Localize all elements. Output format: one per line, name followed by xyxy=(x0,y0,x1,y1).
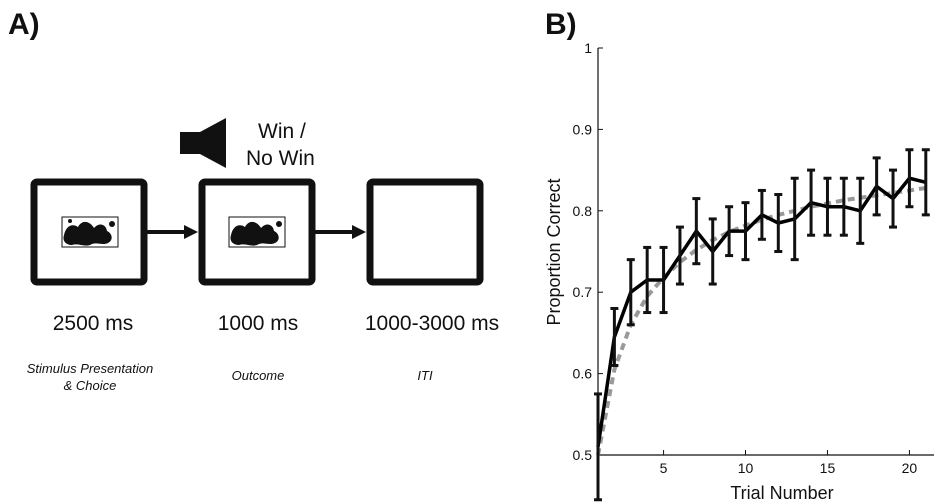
x-tick-label: 20 xyxy=(902,460,918,476)
no-win-label: No Win xyxy=(246,147,315,170)
caption-stimulus-line1: Stimulus Presentation xyxy=(27,361,153,376)
x-axis-label: Trial Number xyxy=(730,483,833,502)
y-axis-label: Proportion Correct xyxy=(544,178,564,325)
panel-a-label: A) xyxy=(8,8,40,41)
panel-b-label: B) xyxy=(545,8,577,41)
arrow-1-head xyxy=(184,225,198,239)
learning-curve-chart: 0.50.60.70.80.915 10 15 20 Trial Number Pro… xyxy=(544,40,934,502)
win-label: Win / xyxy=(258,120,306,143)
duration-stimulus: 2500 ms xyxy=(53,312,134,335)
caption-stimulus-line2: & Choice xyxy=(64,378,117,393)
caption-outcome: Outcome xyxy=(232,368,285,383)
arrow-2-head xyxy=(352,225,366,239)
x-tick-label: 5 xyxy=(660,460,668,476)
stimulus-image xyxy=(61,216,119,248)
iti-screen xyxy=(366,178,484,286)
x-tick-label: 10 xyxy=(738,460,754,476)
y-tick-label: 0.5 xyxy=(573,447,593,463)
trial-sequence-diagram: Win / No Win 2500 ms 1000 ms 1000-3000 m… xyxy=(27,118,499,393)
y-tick-label: 0.6 xyxy=(573,366,593,382)
y-tick-label: 0.7 xyxy=(573,284,593,300)
y-tick-label: 1 xyxy=(584,40,592,56)
outcome-image xyxy=(228,216,286,248)
speaker-icon xyxy=(180,118,226,168)
duration-outcome: 1000 ms xyxy=(218,312,299,335)
duration-iti: 1000-3000 ms xyxy=(365,312,499,335)
y-tick-label: 0.9 xyxy=(573,121,593,137)
y-tick-label: 0.8 xyxy=(573,203,593,219)
caption-iti: ITI xyxy=(417,368,433,383)
x-tick-label: 15 xyxy=(820,460,836,476)
